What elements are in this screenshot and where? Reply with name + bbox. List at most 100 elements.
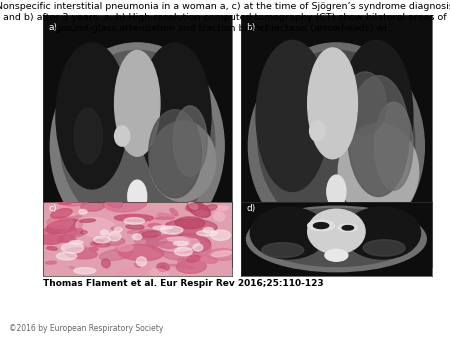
Text: d): d) (247, 204, 256, 213)
Ellipse shape (102, 259, 110, 268)
Ellipse shape (56, 252, 76, 260)
Ellipse shape (81, 202, 104, 211)
Ellipse shape (141, 231, 161, 237)
Ellipse shape (51, 209, 72, 218)
Ellipse shape (105, 198, 122, 208)
Ellipse shape (38, 235, 63, 244)
Ellipse shape (79, 209, 87, 214)
Ellipse shape (114, 245, 127, 252)
Ellipse shape (118, 245, 163, 261)
Ellipse shape (325, 249, 348, 261)
Ellipse shape (363, 240, 405, 256)
Ellipse shape (128, 180, 147, 213)
Ellipse shape (187, 202, 211, 217)
Ellipse shape (338, 123, 418, 219)
Ellipse shape (250, 207, 327, 259)
Ellipse shape (112, 266, 149, 280)
Circle shape (342, 225, 354, 230)
Circle shape (313, 223, 328, 228)
Ellipse shape (189, 202, 198, 210)
Ellipse shape (212, 251, 232, 257)
Ellipse shape (136, 257, 147, 266)
Ellipse shape (62, 243, 84, 253)
Ellipse shape (81, 231, 87, 234)
Ellipse shape (46, 219, 82, 234)
Ellipse shape (111, 227, 120, 230)
Ellipse shape (45, 229, 60, 234)
Ellipse shape (139, 43, 211, 189)
Ellipse shape (58, 235, 74, 242)
Ellipse shape (207, 249, 238, 260)
Ellipse shape (45, 261, 57, 264)
Text: Thomas Flament et al. Eur Respir Rev 2016;25:110-123: Thomas Flament et al. Eur Respir Rev 201… (43, 279, 324, 288)
Ellipse shape (155, 217, 173, 219)
Ellipse shape (170, 264, 195, 268)
Ellipse shape (193, 244, 203, 251)
Ellipse shape (101, 237, 125, 245)
Ellipse shape (262, 243, 304, 258)
Ellipse shape (173, 241, 188, 245)
Ellipse shape (158, 213, 175, 219)
Ellipse shape (124, 218, 144, 224)
Ellipse shape (114, 214, 153, 221)
Ellipse shape (210, 230, 230, 240)
Ellipse shape (186, 235, 210, 251)
Circle shape (338, 224, 357, 232)
Text: c): c) (49, 204, 57, 213)
Ellipse shape (70, 241, 83, 244)
Ellipse shape (58, 235, 74, 242)
Ellipse shape (148, 224, 161, 227)
Circle shape (310, 121, 325, 141)
Ellipse shape (161, 226, 183, 234)
Ellipse shape (50, 43, 224, 249)
Ellipse shape (126, 224, 144, 229)
Ellipse shape (115, 50, 160, 156)
Ellipse shape (158, 237, 199, 251)
Ellipse shape (167, 234, 211, 253)
Ellipse shape (187, 255, 200, 263)
Ellipse shape (60, 50, 215, 232)
Ellipse shape (50, 202, 67, 211)
Ellipse shape (344, 207, 421, 259)
Ellipse shape (76, 217, 116, 237)
Ellipse shape (157, 242, 177, 248)
Ellipse shape (56, 43, 128, 189)
Ellipse shape (114, 227, 122, 232)
Ellipse shape (47, 217, 72, 228)
Ellipse shape (216, 206, 229, 210)
Text: b): b) (247, 23, 256, 32)
Ellipse shape (56, 199, 72, 204)
Ellipse shape (70, 228, 83, 235)
Ellipse shape (81, 247, 93, 251)
Ellipse shape (135, 236, 167, 246)
Ellipse shape (170, 209, 178, 216)
Ellipse shape (166, 219, 217, 234)
Ellipse shape (176, 260, 206, 273)
Ellipse shape (153, 226, 172, 229)
Ellipse shape (74, 108, 102, 164)
Ellipse shape (74, 268, 95, 274)
Ellipse shape (99, 249, 133, 261)
Ellipse shape (185, 203, 202, 211)
Ellipse shape (256, 41, 328, 191)
Ellipse shape (94, 236, 110, 243)
Ellipse shape (150, 269, 168, 277)
Ellipse shape (65, 235, 77, 241)
Ellipse shape (308, 209, 365, 254)
Ellipse shape (31, 226, 68, 244)
Ellipse shape (69, 266, 74, 269)
Ellipse shape (132, 234, 142, 240)
Ellipse shape (344, 72, 386, 135)
Ellipse shape (175, 217, 205, 229)
Circle shape (308, 220, 334, 231)
Ellipse shape (90, 247, 98, 251)
Ellipse shape (198, 238, 204, 241)
Ellipse shape (80, 219, 95, 222)
Ellipse shape (103, 193, 147, 212)
Text: a): a) (49, 23, 58, 32)
Ellipse shape (118, 244, 133, 251)
Ellipse shape (161, 240, 212, 260)
Ellipse shape (93, 240, 104, 244)
Ellipse shape (66, 213, 75, 217)
Ellipse shape (149, 121, 216, 201)
